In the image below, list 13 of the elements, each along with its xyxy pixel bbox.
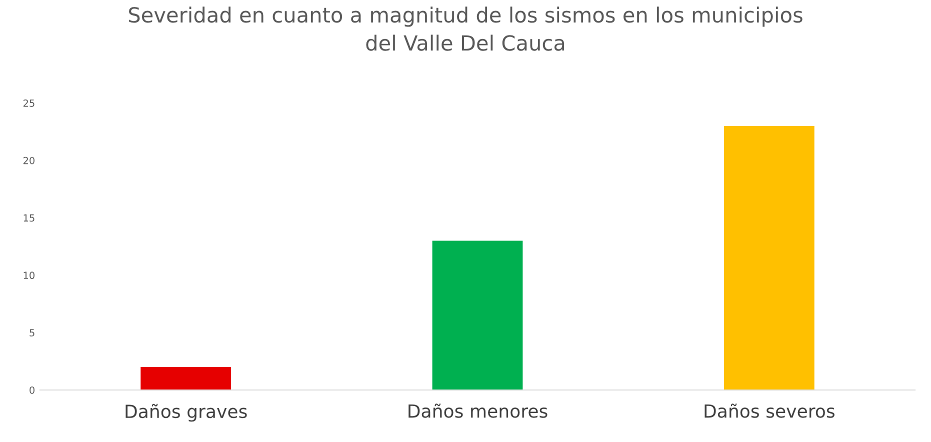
x-tick-label: Daños graves: [126, 404, 247, 422]
y-tick-label: 5: [30, 329, 34, 336]
x-tick-label: Daños severos: [704, 404, 834, 418]
bar: [432, 240, 523, 390]
y-tick-label: 15: [24, 214, 34, 222]
y-tick-label: 25: [23, 99, 34, 107]
y-tick-label: 20: [23, 156, 34, 164]
bar: [140, 367, 232, 390]
chart-title: Severidad en cuanto a magnitud de los sismos en los municipios del Valle Del Cauca: [128, 6, 802, 51]
x-tick-label: Daños menores: [408, 404, 548, 418]
y-tick-label: 0: [30, 386, 34, 394]
bar: [724, 126, 814, 390]
y-tick-label: 10: [24, 272, 34, 280]
